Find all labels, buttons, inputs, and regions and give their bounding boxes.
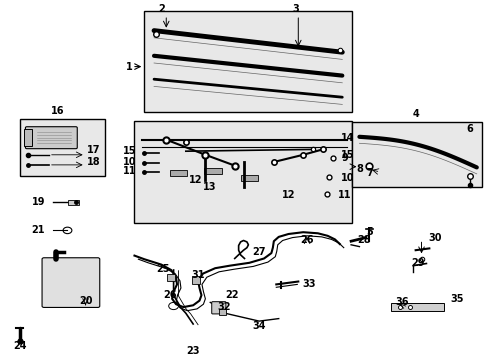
Text: 26: 26 bbox=[300, 235, 313, 246]
Text: 18: 18 bbox=[87, 157, 101, 167]
Bar bbox=[191, 276, 199, 284]
Text: 23: 23 bbox=[186, 346, 200, 356]
Text: 2: 2 bbox=[158, 4, 164, 14]
Text: 5: 5 bbox=[365, 227, 372, 237]
Text: 12: 12 bbox=[188, 175, 202, 185]
Text: 17: 17 bbox=[87, 145, 101, 156]
FancyBboxPatch shape bbox=[42, 258, 100, 307]
Text: 15: 15 bbox=[341, 150, 354, 160]
Text: 16: 16 bbox=[51, 106, 64, 116]
Bar bbox=[351, 122, 481, 187]
Text: 26: 26 bbox=[163, 290, 177, 300]
Bar bbox=[240, 175, 258, 181]
Text: 30: 30 bbox=[427, 233, 441, 243]
Text: 11: 11 bbox=[338, 190, 351, 201]
Bar bbox=[68, 200, 79, 205]
Text: 35: 35 bbox=[449, 294, 463, 304]
Text: 19: 19 bbox=[31, 197, 45, 207]
Text: 21: 21 bbox=[31, 225, 45, 235]
Text: 10: 10 bbox=[341, 173, 354, 183]
Text: 31: 31 bbox=[191, 270, 204, 280]
Text: 13: 13 bbox=[203, 182, 216, 192]
Text: 33: 33 bbox=[302, 279, 315, 289]
Bar bbox=[203, 168, 221, 174]
Text: 10: 10 bbox=[123, 157, 137, 167]
FancyBboxPatch shape bbox=[211, 302, 225, 314]
Text: 7: 7 bbox=[366, 168, 372, 178]
Text: 12: 12 bbox=[281, 190, 295, 201]
Bar bbox=[134, 121, 351, 223]
Text: 8: 8 bbox=[355, 164, 362, 174]
Text: 36: 36 bbox=[394, 297, 408, 307]
Bar bbox=[169, 170, 187, 176]
Text: 6: 6 bbox=[465, 124, 472, 134]
Text: 15: 15 bbox=[123, 146, 137, 156]
FancyBboxPatch shape bbox=[25, 127, 77, 149]
Text: 4: 4 bbox=[411, 109, 418, 119]
Bar bbox=[219, 309, 226, 315]
Bar bbox=[144, 11, 351, 112]
Text: 3: 3 bbox=[292, 4, 299, 14]
Text: 32: 32 bbox=[217, 302, 230, 312]
Text: 28: 28 bbox=[357, 235, 370, 246]
Text: 29: 29 bbox=[410, 258, 424, 268]
Bar bbox=[167, 274, 175, 281]
Text: 24: 24 bbox=[13, 341, 26, 351]
Text: 34: 34 bbox=[252, 321, 265, 331]
Text: 25: 25 bbox=[156, 264, 170, 274]
Text: 22: 22 bbox=[224, 290, 238, 300]
Bar bbox=[20, 119, 105, 176]
Text: 9: 9 bbox=[341, 153, 347, 163]
Text: 14: 14 bbox=[341, 132, 354, 143]
Text: 1: 1 bbox=[126, 62, 133, 72]
Bar bbox=[24, 129, 32, 146]
Bar bbox=[390, 303, 443, 311]
Text: 11: 11 bbox=[123, 166, 137, 176]
Text: 27: 27 bbox=[252, 247, 265, 257]
Text: 20: 20 bbox=[79, 296, 92, 306]
